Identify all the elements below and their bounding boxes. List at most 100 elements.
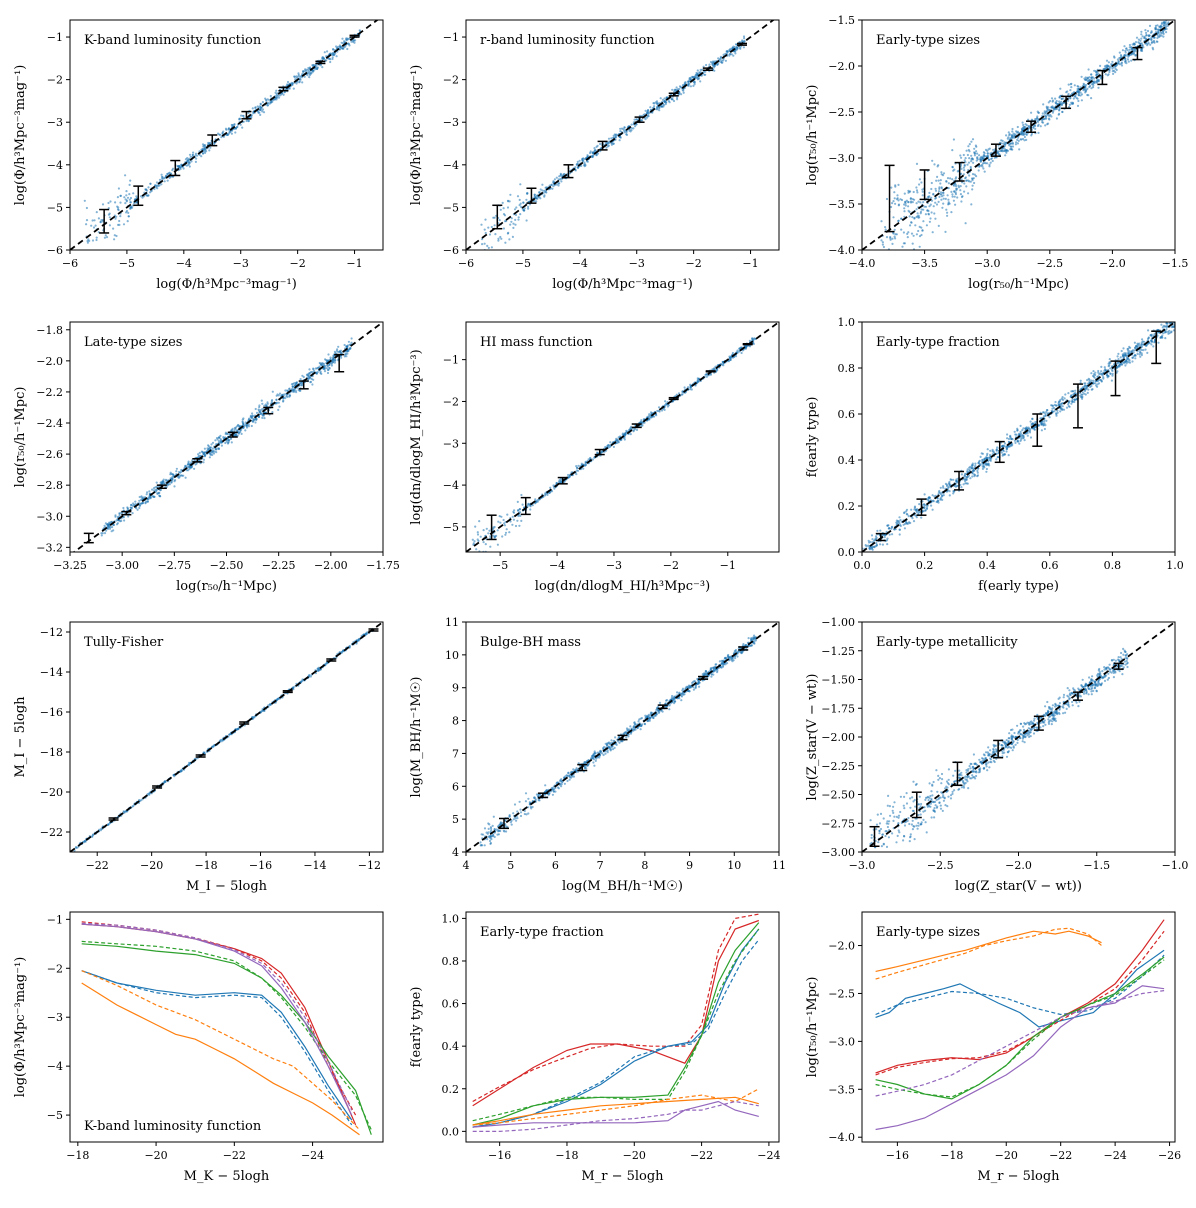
scatter-point bbox=[1030, 134, 1033, 137]
scatter-point bbox=[895, 198, 899, 201]
y-tick-label: −2.4 bbox=[36, 417, 63, 430]
scatter-point bbox=[1079, 379, 1082, 382]
scatter-point bbox=[87, 258, 89, 260]
scatter-point bbox=[1121, 49, 1124, 52]
scatter-point bbox=[946, 177, 950, 180]
scatter-point bbox=[152, 487, 156, 490]
scatter-point bbox=[254, 407, 257, 411]
scatter-point bbox=[230, 428, 233, 432]
scatter-point bbox=[330, 364, 333, 367]
scatter-point bbox=[894, 237, 897, 240]
x-axis-label: log(Φ/h³Mpc⁻³mag⁻¹) bbox=[552, 277, 693, 292]
scatter-point bbox=[658, 410, 661, 413]
scatter-point bbox=[1056, 107, 1059, 110]
one-to-one-line bbox=[466, 322, 779, 552]
scatter-point bbox=[1037, 111, 1040, 114]
scatter-point bbox=[318, 365, 321, 368]
scatter-point bbox=[240, 432, 243, 435]
scatter-point bbox=[692, 84, 695, 87]
scatter-point bbox=[132, 192, 135, 195]
scatter-point bbox=[500, 237, 503, 240]
scatter-point bbox=[1151, 40, 1154, 44]
scatter-point bbox=[1128, 43, 1131, 47]
scatter-point bbox=[118, 512, 121, 516]
scatter-point bbox=[552, 185, 555, 188]
scatter-point bbox=[313, 370, 316, 373]
scatter-point bbox=[643, 113, 646, 116]
scatter-point bbox=[115, 234, 118, 238]
scatter-point bbox=[934, 197, 937, 200]
panel-2: −6 −5 −4 −3 −2 −1−6−5−4−3−2−1log(Φ/h³Mpc⁻³mag… bbox=[409, 19, 780, 292]
scatter-point bbox=[156, 184, 159, 187]
scatter-point bbox=[263, 404, 266, 407]
scatter-point bbox=[742, 46, 746, 49]
scatter-point bbox=[1014, 143, 1018, 146]
scatter-point bbox=[534, 498, 537, 501]
scatter-point bbox=[978, 154, 981, 157]
scatter-point bbox=[211, 447, 214, 450]
scatter-point bbox=[664, 400, 667, 403]
scatter-point bbox=[1037, 123, 1040, 126]
scatter-point bbox=[1023, 139, 1026, 142]
y-axis-label: log(Φ/h³Mpc⁻³mag⁻¹) bbox=[13, 65, 28, 206]
panel-title: Early-type sizes bbox=[876, 33, 980, 48]
scatter-point bbox=[690, 388, 693, 391]
scatter-point bbox=[203, 447, 206, 450]
scatter-point bbox=[880, 239, 883, 242]
scatter-point bbox=[145, 493, 148, 496]
scatter-point bbox=[1146, 44, 1149, 47]
scatter-point bbox=[753, 337, 757, 341]
scatter-point bbox=[104, 234, 107, 237]
scatter-point bbox=[275, 89, 278, 92]
scatter-point bbox=[247, 425, 250, 428]
scatter-point bbox=[1107, 61, 1110, 64]
scatter-point bbox=[729, 47, 732, 50]
scatter-point bbox=[321, 364, 324, 367]
scatter-point bbox=[326, 359, 329, 362]
scatter-point bbox=[1088, 76, 1091, 79]
scatter-point bbox=[587, 458, 590, 461]
scatter-point bbox=[295, 381, 298, 384]
scatter-point bbox=[903, 207, 906, 210]
scatter-point bbox=[986, 154, 990, 157]
scatter-point bbox=[976, 469, 979, 472]
scatter-point bbox=[940, 195, 944, 198]
scatter-point bbox=[144, 188, 147, 191]
scatter-point bbox=[930, 181, 933, 185]
scatter-point bbox=[1137, 38, 1140, 41]
scatter-point bbox=[1070, 86, 1073, 89]
scatter-point bbox=[920, 233, 923, 237]
scatter-point bbox=[126, 220, 129, 223]
scatter-point bbox=[1077, 92, 1081, 95]
scatter-point bbox=[337, 350, 340, 354]
scatter-point bbox=[312, 367, 315, 370]
scatter-point bbox=[1110, 63, 1113, 66]
scatter-point bbox=[244, 429, 247, 432]
scatter-point bbox=[911, 201, 914, 204]
scatter-point bbox=[1089, 84, 1092, 88]
scatter-point bbox=[971, 173, 975, 176]
scatter-point bbox=[915, 189, 919, 192]
scatter-point bbox=[552, 180, 555, 183]
scatter-point bbox=[1134, 41, 1138, 44]
scatter-point bbox=[126, 508, 129, 511]
scatter-point bbox=[1022, 133, 1025, 136]
scatter-point bbox=[512, 226, 515, 229]
scatter-point bbox=[986, 162, 989, 165]
scatter-point bbox=[1018, 442, 1021, 445]
scatter-point bbox=[1140, 353, 1143, 357]
scatter-point bbox=[141, 196, 144, 199]
scatter-point bbox=[625, 133, 629, 136]
scatter-point bbox=[291, 385, 295, 388]
scatter-point bbox=[1157, 30, 1160, 33]
scatter-point bbox=[219, 434, 222, 437]
scatter-point bbox=[1090, 73, 1093, 76]
scatter-point bbox=[875, 541, 878, 545]
scatter-point bbox=[729, 52, 732, 56]
scatter-point bbox=[721, 363, 724, 366]
x-tick-label: −6 bbox=[458, 257, 474, 270]
scatter-point bbox=[477, 539, 480, 543]
scatter-point bbox=[124, 202, 127, 205]
scatter-point bbox=[733, 50, 736, 53]
scatter-point bbox=[83, 199, 86, 202]
